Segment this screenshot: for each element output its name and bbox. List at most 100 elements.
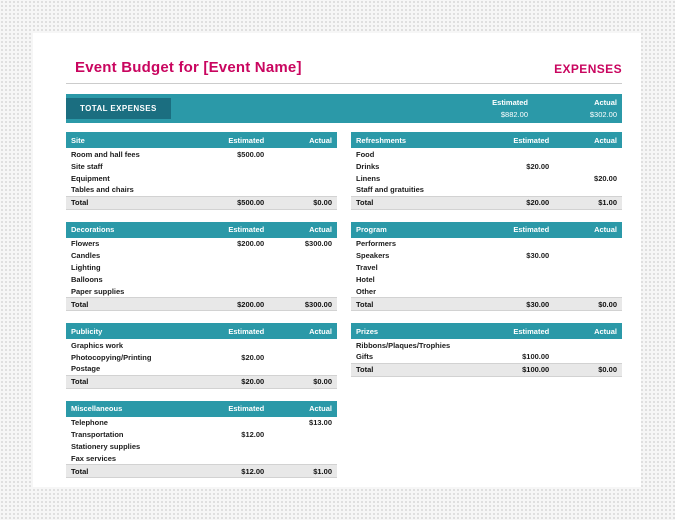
row-estimated-cell[interactable] bbox=[193, 172, 269, 184]
total-estimated-cell[interactable]: $20.00 bbox=[478, 195, 555, 210]
row-estimated-cell[interactable] bbox=[193, 453, 269, 465]
row-label-cell[interactable]: Gifts bbox=[356, 352, 374, 362]
row-actual-cell[interactable] bbox=[269, 250, 337, 262]
row-label-cell[interactable]: Lighting bbox=[71, 263, 101, 272]
row-estimated-cell[interactable]: $200.00 bbox=[237, 239, 265, 248]
row-actual-cell[interactable] bbox=[554, 339, 622, 351]
row-label-cell[interactable]: Performers bbox=[356, 239, 397, 248]
row-actual-cell[interactable]: $20.00 bbox=[594, 173, 617, 183]
total-estimated-cell[interactable]: $12.00 bbox=[193, 464, 270, 478]
row-actual-cell[interactable] bbox=[554, 250, 622, 262]
row-label-cell[interactable]: Speakers bbox=[356, 251, 390, 260]
row-actual-cell[interactable] bbox=[269, 148, 337, 160]
row-label-cell[interactable]: Postage bbox=[71, 364, 101, 374]
row-actual-cell[interactable] bbox=[269, 184, 337, 196]
row-estimated-cell[interactable]: $100.00 bbox=[522, 352, 550, 362]
total-estimated-cell[interactable]: $20.00 bbox=[193, 374, 270, 389]
total-actual-cell[interactable]: $1.00 bbox=[554, 195, 622, 210]
row-label-cell[interactable]: Fax services bbox=[71, 453, 117, 463]
summary-actual-value[interactable]: $302.00 bbox=[589, 110, 617, 119]
row-label-cell[interactable]: Drinks bbox=[356, 161, 380, 171]
row-estimated-cell[interactable] bbox=[478, 262, 554, 274]
total-estimated-cell[interactable]: $30.00 bbox=[478, 297, 555, 311]
row-label-cell[interactable]: Hotel bbox=[356, 275, 375, 284]
row-estimated-cell[interactable] bbox=[193, 250, 269, 262]
total-estimated-cell[interactable]: $100.00 bbox=[478, 362, 555, 377]
row-actual-cell[interactable] bbox=[269, 286, 337, 298]
total-actual-cell[interactable]: $1.00 bbox=[269, 464, 337, 478]
row-actual-cell[interactable] bbox=[269, 441, 337, 453]
total-actual-cell[interactable]: $0.00 bbox=[269, 195, 337, 210]
row-actual-cell[interactable] bbox=[554, 238, 622, 250]
row-estimated-cell[interactable] bbox=[478, 286, 554, 298]
row-label-cell[interactable]: Ribbons/Plaques/Trophies bbox=[356, 340, 451, 350]
row-estimated-cell[interactable] bbox=[478, 148, 554, 160]
row-label-cell[interactable]: Other bbox=[356, 286, 377, 296]
row-estimated-cell[interactable] bbox=[478, 238, 554, 250]
row-label-cell[interactable]: Tables and chairs bbox=[71, 185, 134, 195]
total-actual-cell[interactable]: $0.00 bbox=[554, 297, 622, 311]
table-header-row: Miscellaneous Estimated Actual bbox=[66, 400, 337, 417]
row-estimated-cell[interactable] bbox=[478, 339, 554, 351]
row-estimated-cell[interactable] bbox=[478, 274, 554, 286]
row-label-cell[interactable]: Travel bbox=[356, 263, 378, 272]
row-estimated-cell[interactable] bbox=[193, 417, 269, 429]
row-estimated-cell[interactable] bbox=[193, 160, 269, 172]
row-actual-cell[interactable] bbox=[269, 351, 337, 363]
table-estimated-header: Estimated bbox=[193, 323, 270, 339]
row-label-cell[interactable]: Room and hall fees bbox=[71, 149, 140, 159]
row-label-cell[interactable]: Transportation bbox=[71, 430, 124, 439]
row-actual-cell[interactable]: $13.00 bbox=[309, 418, 332, 427]
row-estimated-cell[interactable] bbox=[193, 274, 269, 286]
row-actual-cell[interactable] bbox=[269, 453, 337, 465]
row-actual-cell[interactable] bbox=[269, 160, 337, 172]
row-actual-cell[interactable]: $300.00 bbox=[304, 239, 332, 248]
row-actual-cell[interactable] bbox=[269, 339, 337, 351]
row-estimated-cell[interactable]: $20.00 bbox=[526, 161, 550, 171]
row-estimated-cell[interactable] bbox=[193, 286, 269, 298]
row-label-cell[interactable]: Photocopying/Printing bbox=[71, 352, 152, 362]
row-actual-cell[interactable] bbox=[554, 262, 622, 274]
row-label-cell[interactable]: Stationery supplies bbox=[71, 442, 141, 451]
total-estimated-cell[interactable]: $200.00 bbox=[193, 297, 270, 311]
row-label-cell[interactable]: Paper supplies bbox=[71, 286, 125, 296]
row-label-cell[interactable]: Site staff bbox=[71, 161, 103, 171]
row-estimated-cell[interactable] bbox=[193, 363, 269, 375]
summary-estimated-value[interactable]: $882.00 bbox=[500, 110, 528, 119]
row-label-cell[interactable]: Balloons bbox=[71, 275, 103, 284]
row-estimated-cell[interactable] bbox=[193, 339, 269, 351]
row-actual-cell[interactable] bbox=[269, 274, 337, 286]
row-label-cell[interactable]: Candles bbox=[71, 251, 101, 260]
total-actual-cell[interactable]: $300.00 bbox=[269, 297, 337, 311]
row-label-cell[interactable]: Graphics work bbox=[71, 340, 124, 350]
row-estimated-cell[interactable] bbox=[193, 262, 269, 274]
row-estimated-cell[interactable] bbox=[193, 441, 269, 453]
row-label-cell[interactable]: Telephone bbox=[71, 418, 108, 427]
row-estimated-cell[interactable]: $500.00 bbox=[237, 149, 265, 159]
row-actual-cell[interactable] bbox=[269, 429, 337, 441]
row-estimated-cell[interactable] bbox=[193, 184, 269, 196]
total-actual-cell[interactable]: $0.00 bbox=[269, 374, 337, 389]
row-label-cell[interactable]: Equipment bbox=[71, 173, 110, 183]
total-actual-cell[interactable]: $0.00 bbox=[554, 362, 622, 377]
row-label-cell[interactable]: Flowers bbox=[71, 239, 100, 248]
row-actual-cell[interactable] bbox=[554, 160, 622, 172]
row-estimated-cell[interactable] bbox=[478, 184, 554, 196]
row-estimated-cell[interactable]: $20.00 bbox=[241, 352, 265, 362]
row-actual-cell[interactable] bbox=[554, 286, 622, 298]
row-label-cell[interactable]: Linens bbox=[356, 173, 381, 183]
row-estimated-cell[interactable]: $30.00 bbox=[526, 251, 550, 260]
row-actual-cell[interactable] bbox=[554, 184, 622, 196]
row-actual-cell[interactable] bbox=[554, 274, 622, 286]
row-actual-cell[interactable] bbox=[269, 363, 337, 375]
total-estimated-cell[interactable]: $500.00 bbox=[193, 195, 270, 210]
row-label-cell[interactable]: Staff and gratuities bbox=[356, 185, 424, 195]
row-actual-cell[interactable] bbox=[269, 262, 337, 274]
table-estimated-header: Estimated bbox=[478, 323, 555, 339]
row-estimated-cell[interactable]: $12.00 bbox=[241, 430, 265, 439]
row-label-cell[interactable]: Food bbox=[356, 149, 375, 159]
row-actual-cell[interactable] bbox=[554, 351, 622, 363]
row-actual-cell[interactable] bbox=[269, 172, 337, 184]
row-actual-cell[interactable] bbox=[554, 148, 622, 160]
row-estimated-cell[interactable] bbox=[478, 172, 554, 184]
